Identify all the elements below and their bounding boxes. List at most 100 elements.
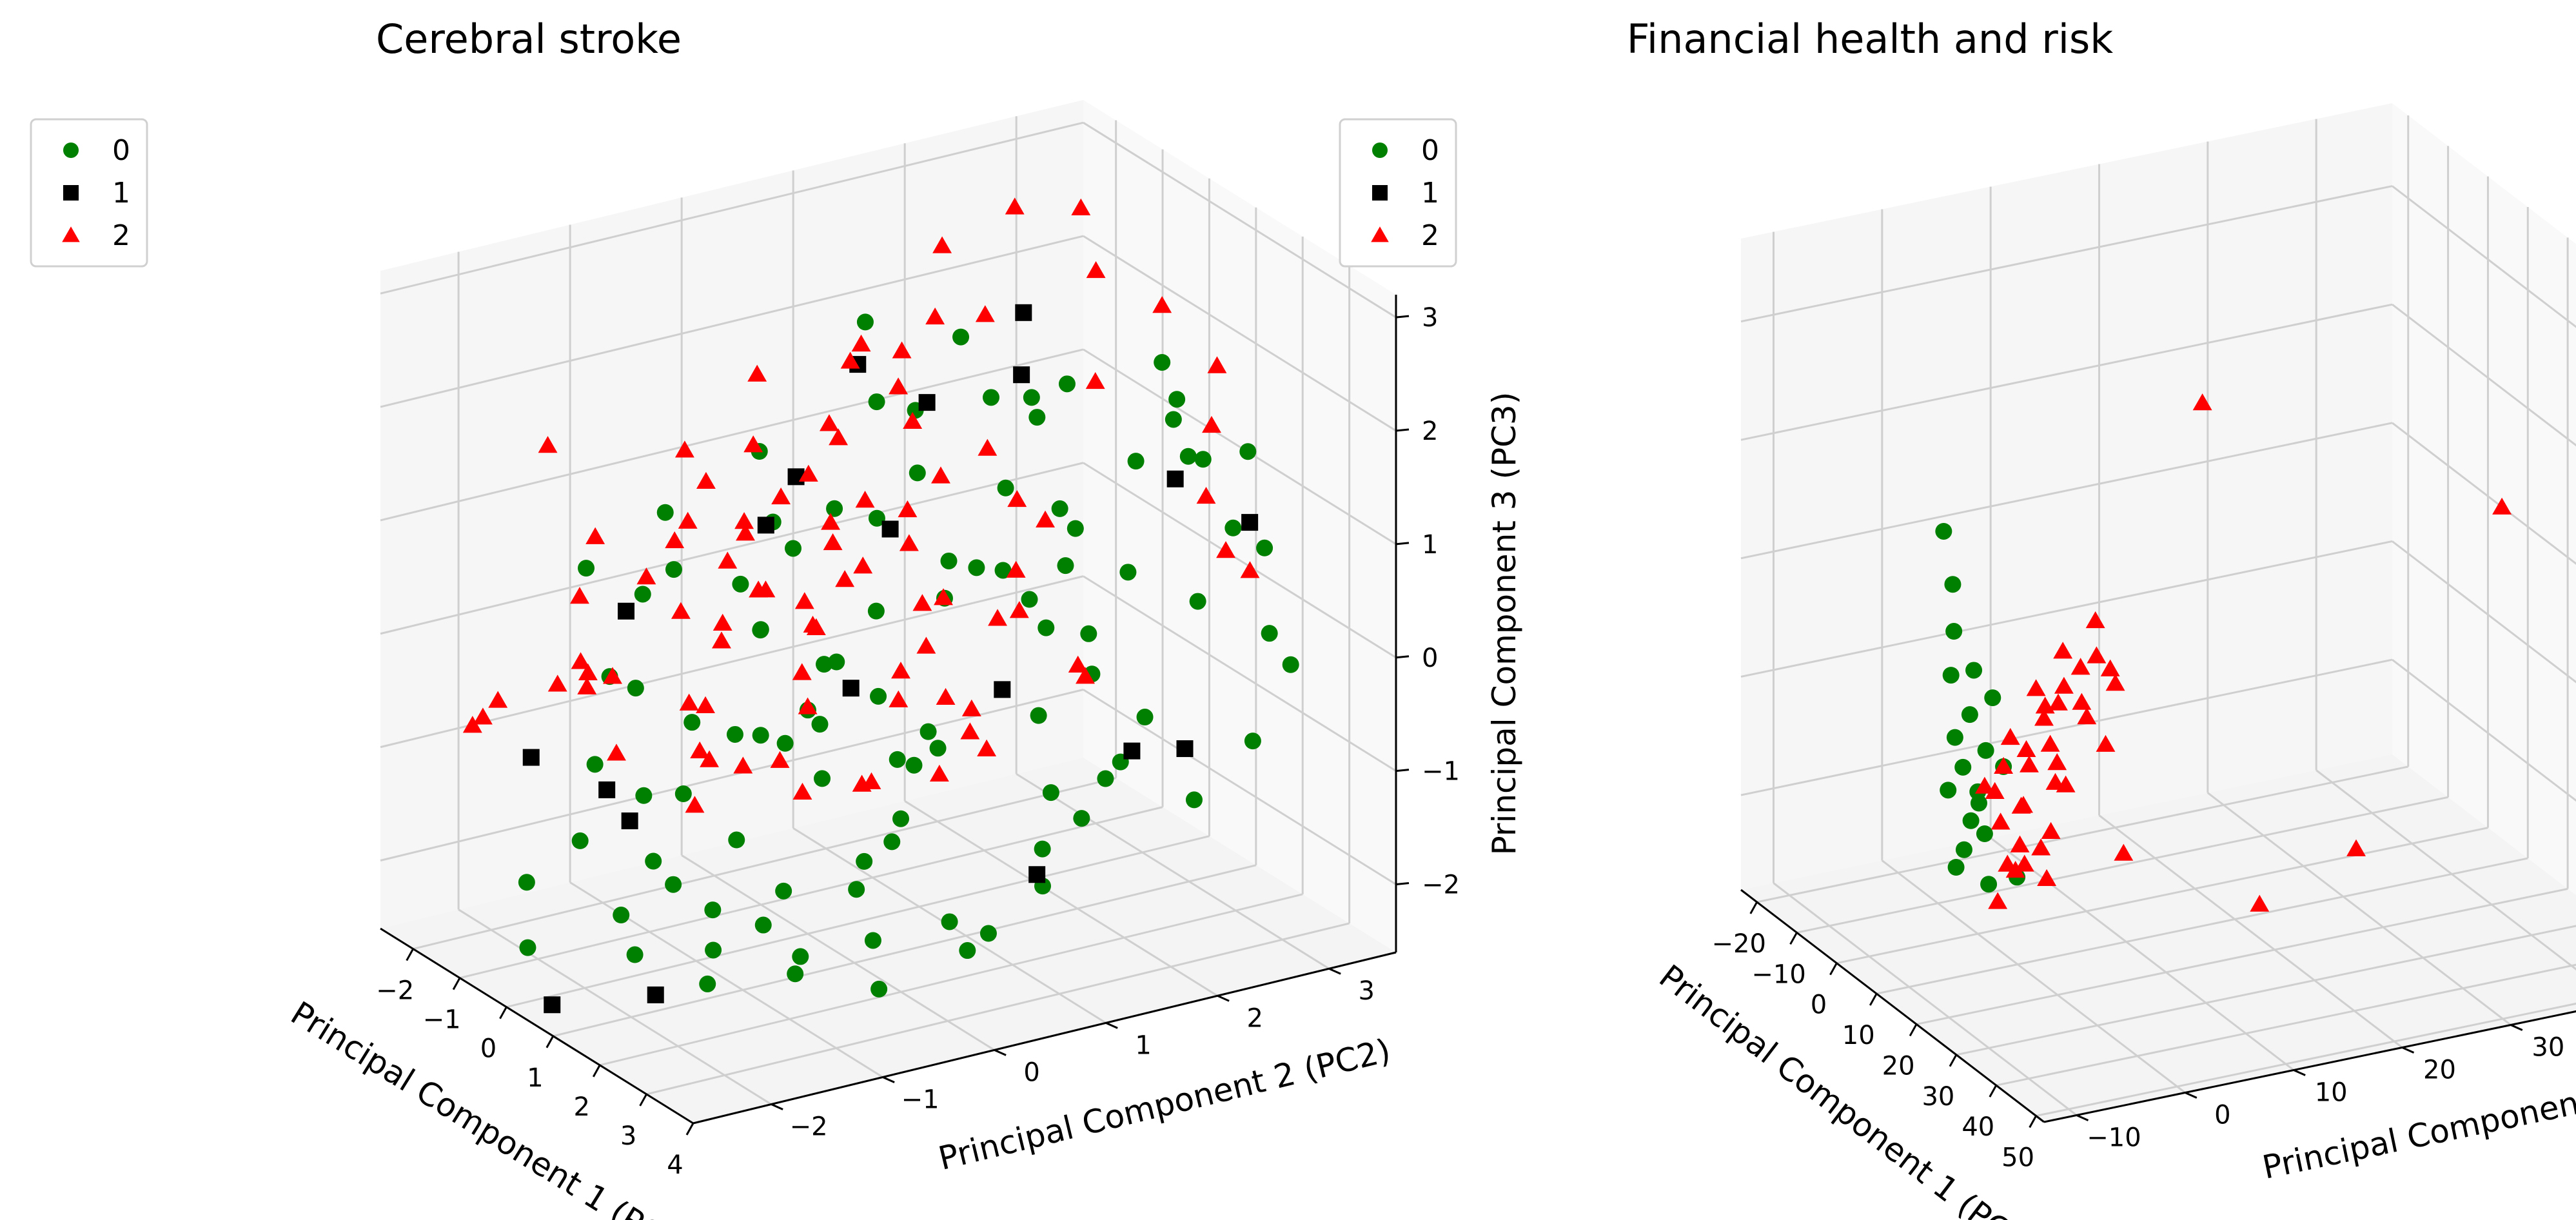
- point-class-2: [696, 696, 716, 713]
- point-class-0: [848, 881, 865, 898]
- point-class-2: [931, 466, 950, 484]
- point-class-0: [518, 874, 535, 891]
- grid-line: [553, 864, 1257, 1038]
- point-class-2: [636, 567, 656, 585]
- point-class-2: [770, 751, 790, 768]
- y-tick-label-mark: [2510, 1024, 2523, 1031]
- legend-marker-2: [62, 226, 80, 242]
- pane-floor: [1741, 754, 2576, 1122]
- x-tick-mark: [452, 977, 461, 990]
- grid-line: [2207, 792, 2512, 1026]
- grid-line: [1083, 689, 1397, 885]
- x-tick-mark: [1749, 901, 1758, 914]
- point-class-2: [912, 594, 932, 611]
- point-class-2: [835, 570, 855, 587]
- point-class-2: [829, 428, 849, 446]
- y-axis-title: Principal Component 2 (PC2): [2259, 1056, 2576, 1186]
- x-tick-label: 30: [1922, 1082, 1954, 1112]
- point-class-0: [705, 941, 722, 959]
- point-class-0: [775, 882, 792, 900]
- point-class-2: [547, 674, 567, 692]
- point-class-0: [1977, 742, 1994, 759]
- point-class-2: [851, 334, 871, 352]
- point-class-0: [726, 725, 743, 743]
- y-tick-label: 30: [2532, 1033, 2564, 1063]
- point-class-0: [1028, 409, 1046, 426]
- x-tick-label: −1: [423, 1005, 461, 1035]
- pane-back: [2392, 103, 2576, 896]
- point-class-2: [678, 511, 698, 529]
- point-class-2: [798, 697, 818, 714]
- point-class-2: [823, 533, 843, 551]
- point-class-1: [544, 996, 561, 1014]
- z-tick-mark: [1395, 881, 1410, 885]
- x-tick-mark: [685, 1123, 694, 1136]
- x-tick-mark: [406, 948, 414, 961]
- grid-line: [1083, 235, 1397, 432]
- legend-marker-0: [1372, 143, 1388, 158]
- point-class-0: [1976, 825, 1993, 843]
- grid-line: [1836, 827, 2488, 965]
- point-class-2: [840, 351, 860, 369]
- y-tick-label-mark: [2076, 1114, 2089, 1121]
- grid-line: [599, 893, 1303, 1067]
- y-tick-label-mark: [882, 1076, 895, 1083]
- x-tick-mark: [546, 1036, 555, 1048]
- point-class-0: [1051, 500, 1068, 517]
- grid-line: [1740, 540, 2393, 678]
- point-class-0: [674, 785, 692, 803]
- point-class-0: [1042, 784, 1059, 802]
- x-tick-mark: [1909, 1023, 1918, 1037]
- x-tick-mark: [1829, 962, 1838, 976]
- x-tick-label: 10: [1842, 1021, 1875, 1050]
- point-class-1: [842, 680, 860, 697]
- point-class-0: [787, 965, 804, 983]
- point-class-2: [747, 364, 767, 382]
- y-tick-label-mark: [994, 1049, 1007, 1056]
- point-class-1: [522, 749, 540, 766]
- x-axis-line: [1740, 889, 2045, 1123]
- z-tick-mark: [1395, 315, 1410, 319]
- grid-line: [1083, 348, 1397, 546]
- point-class-0: [1136, 709, 1154, 726]
- grid-line: [2315, 769, 2576, 970]
- legend-box: [30, 118, 148, 268]
- point-class-0: [883, 833, 901, 851]
- grid-line: [380, 462, 1084, 635]
- legend-label-2: 2: [112, 219, 130, 252]
- point-class-0: [728, 831, 745, 849]
- point-class-2: [674, 440, 694, 458]
- point-class-0: [1030, 707, 1047, 724]
- point-class-2: [685, 796, 705, 813]
- pane-floor: [380, 758, 1396, 1123]
- legend-label-1: 1: [1421, 177, 1439, 210]
- point-class-2: [2492, 497, 2512, 515]
- point-class-2: [2346, 839, 2366, 856]
- point-class-2: [1240, 561, 1260, 578]
- point-class-2: [2192, 393, 2212, 411]
- y-tick-label-mark: [2185, 1092, 2197, 1099]
- point-class-2: [671, 602, 691, 619]
- point-class-2: [892, 341, 912, 359]
- grid-line: [1990, 837, 2295, 1071]
- point-class-2: [1005, 197, 1025, 215]
- legend-label-0: 0: [1421, 134, 1439, 167]
- z-axis-title: Principal Component 3 (PC3): [1486, 392, 1523, 856]
- x-tick-label: 2: [573, 1092, 589, 1122]
- point-class-0: [867, 602, 885, 620]
- grid-line: [681, 854, 995, 1051]
- point-class-2: [1076, 667, 1095, 684]
- point-class-2: [1006, 560, 1026, 578]
- point-class-0: [868, 509, 885, 527]
- point-class-0: [959, 942, 976, 959]
- point-class-0: [1256, 539, 1273, 556]
- point-class-1: [1123, 742, 1141, 760]
- pane-left: [1741, 103, 2392, 890]
- point-class-2: [577, 677, 597, 694]
- y-tick-label: 10: [2315, 1078, 2348, 1108]
- point-class-2: [889, 377, 909, 395]
- point-class-2: [2010, 835, 2030, 852]
- grid-line: [380, 235, 1084, 408]
- point-class-2: [903, 411, 923, 429]
- z-tick-label: 0: [1422, 644, 1438, 673]
